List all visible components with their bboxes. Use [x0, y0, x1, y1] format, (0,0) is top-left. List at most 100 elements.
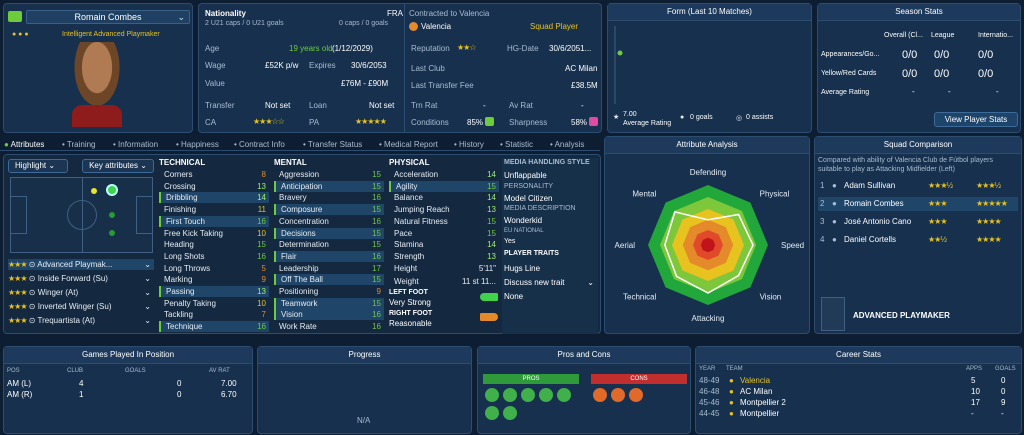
av-value: - [581, 101, 584, 110]
attribute-row[interactable]: Free Kick Taking 10 [159, 228, 269, 239]
tab-information[interactable]: • Information [113, 140, 159, 149]
pros-cons-title: Pros and Cons [478, 347, 690, 364]
attribute-row[interactable]: Balance 14 [389, 192, 499, 203]
career-row[interactable]: 46-48 ● AC Milan 10 0 [699, 386, 1019, 397]
highlight-dropdown[interactable]: Highlight ⌄ [8, 159, 68, 173]
attribute-row[interactable]: Long Throws 5 [159, 263, 269, 274]
attribute-name: Dribbling [166, 193, 198, 203]
attribute-row[interactable]: Bravery 16 [274, 192, 384, 203]
attribute-row[interactable]: Teamwork 15 [274, 297, 384, 309]
attribute-row[interactable]: Agility 15 [389, 180, 499, 192]
attribute-row[interactable]: Anticipation 15 [274, 180, 384, 192]
pro-icon[interactable] [503, 406, 517, 420]
tab-history[interactable]: • History [454, 140, 484, 149]
pro-icon[interactable] [485, 406, 499, 420]
attribute-row[interactable]: Strength 13 [389, 251, 499, 262]
attribute-row[interactable]: Positioning 9 [274, 286, 384, 297]
squad-player-row[interactable]: 2 ● Romain Combes ★★★ ★★★★★ [818, 197, 1018, 211]
attribute-row[interactable]: First Touch 16 [159, 215, 269, 227]
attribute-row[interactable]: Dribbling 14 [159, 192, 269, 204]
con-icon[interactable] [593, 388, 607, 402]
career-row[interactable]: 48-49 ● Valencia 5 0 [699, 375, 1019, 386]
attribute-row[interactable]: Technique 16 [159, 321, 269, 333]
career-year: 45-46 [699, 398, 720, 407]
squad-player-row[interactable]: 4 ● Daniel Cortells ★★½ ★★★★ [818, 233, 1018, 247]
attribute-row[interactable]: Tackling 7 [159, 309, 269, 320]
role-row[interactable]: ★★★ ⊙ Inside Forward (Su) ⌄ [8, 274, 151, 283]
last-club-value[interactable]: AC Milan [565, 64, 598, 73]
games-title: Games Played In Position [4, 347, 252, 364]
key-attributes-dropdown[interactable]: Key attributes ⌄ [82, 159, 154, 173]
attribute-row[interactable]: Determination 15 [274, 239, 384, 250]
games-col-pos: POS [7, 368, 20, 374]
attribute-row[interactable]: Crossing 13 [159, 181, 269, 192]
attribute-row[interactable]: Finishing 11 [159, 204, 269, 215]
career-team: Valencia [740, 376, 771, 385]
contract-club[interactable]: Valencia [421, 22, 452, 31]
attribute-row[interactable]: Vision 16 [274, 309, 384, 321]
ca-stars: ★★★☆☆ [253, 117, 285, 126]
attribute-row[interactable]: Composure 15 [274, 204, 384, 216]
tab-happiness[interactable]: • Happiness [176, 140, 219, 149]
tab-training[interactable]: • Training [62, 140, 96, 149]
attribute-row[interactable]: Stamina 14 [389, 239, 499, 250]
attribute-name: Aggression [279, 170, 320, 179]
attribute-row[interactable]: Jumping Reach 13 [389, 204, 499, 215]
squad-player-row[interactable]: 1 ● Adam Sullivan ★★★½ ★★★½ [818, 179, 1018, 193]
loan-value: Not set [369, 101, 395, 110]
chevron-down-icon: ⌄ [48, 161, 56, 170]
tab-medical-report[interactable]: • Medical Report [379, 140, 438, 149]
squad-player-row[interactable]: 3 ● José Antonio Cano ★★★ ★★★★ [818, 215, 1018, 229]
attribute-row[interactable]: Passing 13 [159, 286, 269, 297]
tab-contract-info[interactable]: • Contract Info [234, 140, 285, 149]
con-icon[interactable] [629, 388, 643, 402]
tab-attributes[interactable]: ● Attributes [4, 140, 45, 149]
attribute-row[interactable]: Off The Ball 15 [274, 274, 384, 286]
pro-icon[interactable] [503, 388, 517, 402]
attribute-row[interactable]: Heading 15 [159, 239, 269, 250]
role-row[interactable]: ★★★ ⊙ Advanced Playmak... ⌄ [8, 259, 154, 270]
attribute-row[interactable]: Decisions 15 [274, 227, 384, 239]
attribute-row[interactable]: Concentration 16 [274, 216, 384, 227]
tab-statistic[interactable]: • Statistic [500, 140, 534, 149]
pro-icon[interactable] [521, 388, 535, 402]
attribute-row[interactable]: Marking 9 [159, 274, 269, 285]
player-name-dropdown[interactable]: Romain Combes ⌄ [26, 10, 190, 24]
attribute-row[interactable]: Aggression 15 [274, 169, 384, 180]
season-title: Season Stats [818, 4, 1020, 21]
attribute-row[interactable]: Penalty Taking 10 [159, 298, 269, 309]
role-row[interactable]: ★★★ ⊙ Winger (At) ⌄ [8, 288, 151, 297]
attribute-row[interactable]: Work Rate 16 [274, 321, 384, 332]
mental-title: MENTAL [274, 158, 307, 167]
season-row-label: Appearances/Go... [821, 51, 880, 58]
con-icon[interactable] [611, 388, 625, 402]
role-icon: ⊙ [28, 316, 36, 325]
attribute-row[interactable]: Flair 16 [274, 250, 384, 262]
analysis-title: Attribute Analysis [605, 137, 809, 154]
squad-rank: 1 [820, 181, 825, 190]
role-row[interactable]: ★★★ ⊙ Trequartista (At) ⌄ [8, 316, 151, 325]
radar-axis-label: Defending [690, 168, 726, 177]
career-row[interactable]: 44-45 ● Montpellier - - [699, 408, 1019, 419]
view-player-stats-button[interactable]: View Player Stats [934, 112, 1018, 127]
attribute-row[interactable]: Natural Fitness 15 [389, 216, 499, 227]
attribute-value: 15 [372, 298, 381, 308]
pro-icon[interactable] [485, 388, 499, 402]
career-row[interactable]: 45-46 ● Montpellier 2 17 9 [699, 397, 1019, 408]
pro-icon[interactable] [539, 388, 553, 402]
attribute-row[interactable]: Leadership 17 [274, 263, 384, 274]
attribute-row[interactable]: Pace 15 [389, 228, 499, 239]
attribute-row[interactable]: Acceleration 14 [389, 169, 499, 180]
discuss-trait-dropdown[interactable]: Discuss new trait ⌄ [504, 278, 594, 287]
attribute-row[interactable]: Long Shots 16 [159, 251, 269, 262]
pros-cons-panel: Pros and Cons PROS CONS [477, 346, 691, 434]
career-year: 46-48 [699, 387, 720, 396]
career-apps: 5 [971, 376, 976, 385]
tab-analysis[interactable]: • Analysis [550, 140, 585, 149]
attribute-row[interactable]: Corners 8 [159, 169, 269, 180]
tab-transfer-status[interactable]: • Transfer Status [303, 140, 363, 149]
games-col-rat: AV RAT [209, 368, 230, 374]
role-row[interactable]: ★★★ ⊙ Inverted Winger (Su) ⌄ [8, 302, 151, 311]
attribute-value: 14 [487, 240, 496, 250]
pro-icon[interactable] [557, 388, 571, 402]
